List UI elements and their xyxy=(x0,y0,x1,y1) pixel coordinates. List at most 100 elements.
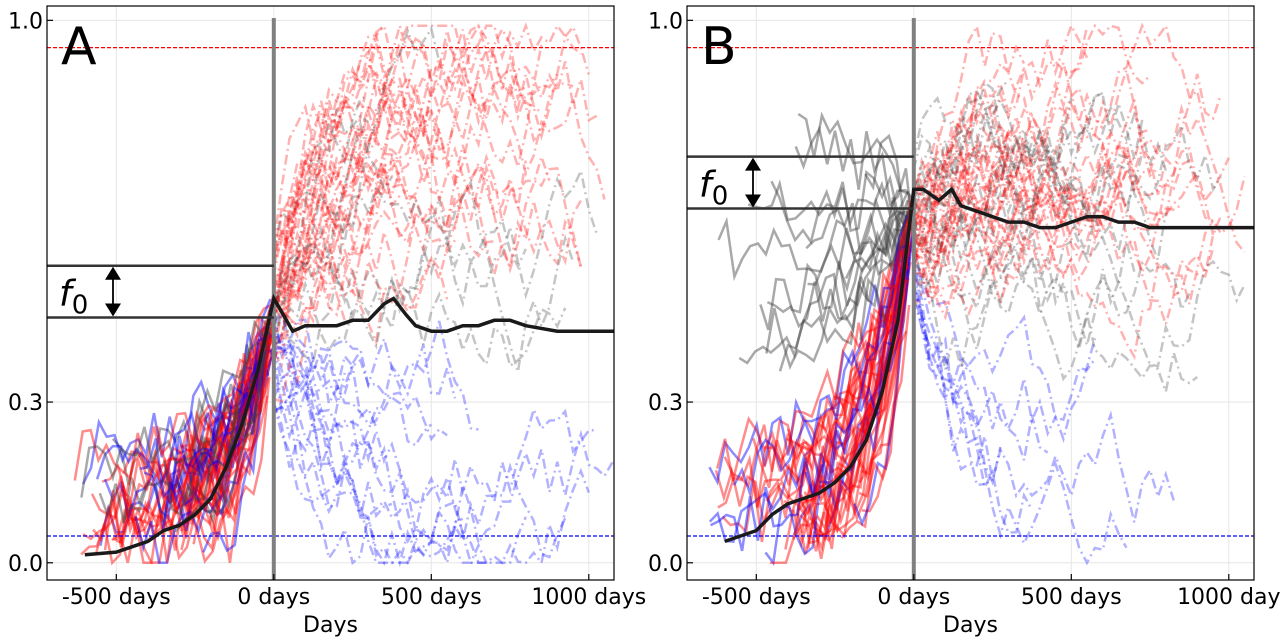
trajectory-post xyxy=(272,47,543,254)
trajectory-pre xyxy=(784,196,913,550)
trajectory-pre xyxy=(840,238,914,539)
trajectory-pre xyxy=(80,319,271,498)
trajectory-pre xyxy=(161,348,274,532)
trajectory-post xyxy=(272,103,370,244)
trajectory-post xyxy=(912,22,1089,231)
x-tick-label: -500 days xyxy=(702,585,811,610)
trajectory-pre xyxy=(717,267,909,509)
trajectory-post xyxy=(912,194,1042,258)
trajectory-post xyxy=(272,158,456,327)
trajectory-pre xyxy=(841,221,915,475)
axes-frame xyxy=(686,5,1255,581)
x-tick-label: 0 days xyxy=(237,585,310,610)
trajectory-pre xyxy=(752,208,912,489)
x-axis-label: Days xyxy=(943,613,998,638)
trajectory-post xyxy=(273,260,346,404)
trajectory-post xyxy=(272,23,559,258)
trajectory-pre xyxy=(785,220,913,452)
trajectory-pre xyxy=(188,337,270,497)
trajectory-pre xyxy=(195,343,270,524)
trajectory-post xyxy=(272,216,449,364)
trajectory-pre xyxy=(134,344,271,565)
trajectory-pre xyxy=(864,133,914,225)
trajectory-post xyxy=(913,144,1159,267)
trajectory-post xyxy=(912,199,1246,368)
plot-area xyxy=(47,18,614,580)
trajectories xyxy=(73,20,614,568)
trajectory-post xyxy=(912,23,1151,230)
trajectory-post xyxy=(273,388,488,565)
trajectory-pre xyxy=(111,326,272,486)
trajectory-pre xyxy=(95,298,272,486)
trajectory-pre xyxy=(766,194,911,329)
trajectory-post xyxy=(912,156,1223,329)
trajectory-pre xyxy=(797,111,910,196)
trajectory-post xyxy=(272,167,401,317)
trajectory-post xyxy=(913,142,1073,277)
trajectory-pre xyxy=(812,277,910,552)
trajectory-post xyxy=(273,318,479,431)
trajectory-post xyxy=(272,75,528,260)
trajectory-post xyxy=(272,119,393,301)
trajectory-post xyxy=(272,177,401,309)
f0-annotation: f0 xyxy=(687,155,914,212)
axes-frame xyxy=(46,5,615,581)
trajectory-pre xyxy=(806,261,912,549)
f0-arrow-head-up xyxy=(105,266,121,280)
trajectory-post xyxy=(272,65,527,362)
trajectory-post xyxy=(272,152,551,291)
trajectory-post xyxy=(912,284,985,487)
trajectory-pre xyxy=(163,349,269,503)
trajectory-post xyxy=(272,127,441,315)
trajectory-post xyxy=(912,148,979,238)
trajectory-pre xyxy=(82,327,274,541)
trajectory-post xyxy=(272,61,598,352)
mean-line xyxy=(724,186,1254,544)
f0-arrow-head-up xyxy=(745,157,761,171)
f0-subscript: 0 xyxy=(72,291,89,321)
trajectory-post xyxy=(272,49,401,271)
trajectory-pre xyxy=(92,352,268,543)
trajectory-post xyxy=(912,252,1199,397)
trajectory-post xyxy=(272,343,567,565)
trajectory-post xyxy=(912,93,1144,209)
trajectory-pre xyxy=(104,322,272,532)
trajectory-post xyxy=(273,23,606,308)
trajectory-post xyxy=(912,97,1167,247)
trajectory-pre xyxy=(184,333,273,469)
trajectory-pre xyxy=(844,209,911,280)
trajectory-post xyxy=(912,22,1207,289)
trajectory-pre xyxy=(786,231,908,463)
trajectory-post xyxy=(912,194,1034,275)
trajectory-post xyxy=(272,162,583,347)
trajectory-pre xyxy=(90,332,275,520)
trajectory-post xyxy=(272,312,614,558)
x-tick-label: 1000 days xyxy=(531,585,646,610)
trajectory-post xyxy=(913,144,1246,249)
trajectory-pre xyxy=(800,203,914,538)
trajectory-post xyxy=(912,197,1215,361)
trajectory-post xyxy=(273,154,417,300)
trajectory-pre xyxy=(721,229,913,543)
trajectory-pre xyxy=(146,333,275,561)
trajectory-pre xyxy=(174,308,272,533)
trajectory-post xyxy=(912,255,1002,486)
trajectory-pre xyxy=(723,216,915,489)
trajectory-pre xyxy=(98,315,275,525)
trajectory-post xyxy=(912,119,1057,253)
trajectory-post xyxy=(272,274,567,368)
trajectory-post xyxy=(272,370,393,519)
trajectory-pre xyxy=(858,330,908,499)
trajectory-pre xyxy=(765,190,910,371)
trajectory-pre xyxy=(805,197,910,255)
trajectory-post xyxy=(272,43,425,307)
trajectory-post xyxy=(272,346,527,566)
trajectory-pre xyxy=(837,207,911,274)
trajectory-pre xyxy=(122,309,275,483)
panel-letter: A xyxy=(61,17,97,77)
f0-arrow-head-down xyxy=(745,194,761,208)
trajectory-post xyxy=(912,244,1096,422)
trajectory-pre xyxy=(80,362,272,556)
trajectory-post xyxy=(912,91,1104,277)
trajectory-post xyxy=(912,99,1246,254)
